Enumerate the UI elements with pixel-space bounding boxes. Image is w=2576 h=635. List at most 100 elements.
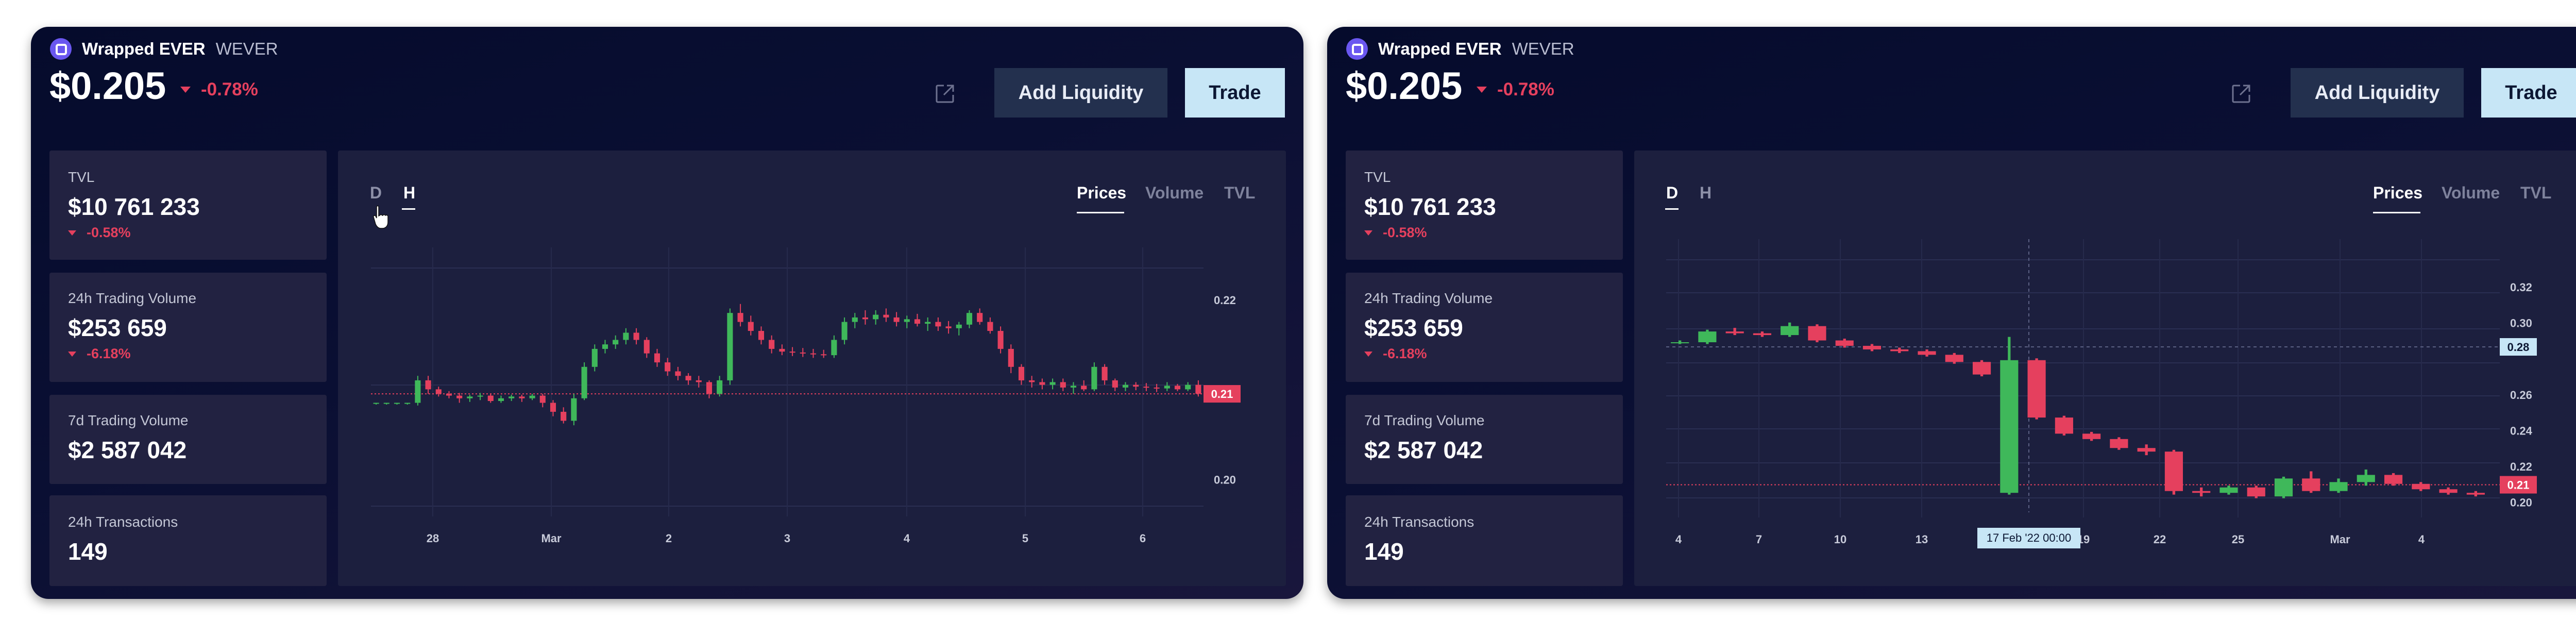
- current-price-tag: [2500, 476, 2537, 494]
- x-tick-label: 2: [666, 532, 672, 545]
- token-logo-icon: [1346, 38, 1368, 60]
- candle-body: [1671, 342, 1689, 343]
- tab-volume[interactable]: Volume: [1145, 183, 1204, 202]
- candle-body: [945, 326, 952, 328]
- candle-body: [425, 380, 431, 390]
- tab-prices[interactable]: Prices: [2373, 183, 2423, 202]
- candle-body: [966, 313, 973, 325]
- x-tick-label: 13: [1916, 533, 1928, 546]
- stat-label: TVL: [68, 169, 95, 185]
- tab-tvl[interactable]: TVL: [2520, 183, 2552, 202]
- trade-button[interactable]: Trade: [1185, 68, 1285, 118]
- candle-body: [539, 395, 546, 403]
- y-tick-label: 0.32: [2510, 281, 2532, 294]
- trade-button[interactable]: Trade: [2481, 68, 2576, 118]
- down-triangle-icon: [68, 230, 76, 236]
- candle-body: [821, 354, 827, 356]
- tab-volume[interactable]: Volume: [2442, 183, 2500, 202]
- candle-body: [852, 317, 858, 322]
- candle-body: [2466, 493, 2485, 495]
- candle-body: [810, 353, 817, 355]
- candle-body: [602, 344, 608, 349]
- crosshair-time-tag: [1977, 528, 2080, 548]
- tab-tvl[interactable]: TVL: [1224, 183, 1256, 202]
- candle-body: [446, 394, 452, 396]
- current-price-tag: [1204, 385, 1241, 403]
- timeframe-d[interactable]: D: [370, 183, 382, 202]
- candle-body: [1185, 385, 1191, 390]
- crosshair-price-label: 0.28: [2507, 341, 2530, 354]
- candle-body: [665, 362, 671, 372]
- candle-body: [1070, 386, 1077, 388]
- candle-body: [2110, 439, 2128, 448]
- candle-body: [1890, 349, 1909, 352]
- candle-body: [831, 340, 837, 356]
- candle-body: [487, 395, 494, 402]
- timeframe-h[interactable]: H: [403, 183, 416, 202]
- price-chart-panel: D H Prices Volume TVL 0.20 0.21 0.22 28 Mar 2…: [338, 151, 1286, 586]
- candle-body: [373, 403, 379, 404]
- external-link-icon[interactable]: [934, 82, 956, 105]
- y-tick-label: 0.24: [2510, 424, 2533, 437]
- candle-body: [1154, 387, 1160, 389]
- y-tick-label: 0.22: [2510, 460, 2532, 473]
- stat-label: 7d Trading Volume: [1364, 412, 1485, 428]
- token-header: Wrapped EVER WEVER: [1346, 36, 1574, 62]
- candle-body: [2247, 487, 2265, 497]
- candle-body: [591, 348, 598, 367]
- stat-label: 24h Trading Volume: [68, 290, 197, 306]
- timeframe-d[interactable]: D: [1666, 183, 1679, 202]
- candle-body: [862, 317, 869, 320]
- external-link-icon[interactable]: [2230, 82, 2252, 105]
- candlestick-chart[interactable]: 0.200.220.240.260.300.324 7 10 13 19 22 25 Mar 4…: [1634, 151, 2576, 586]
- candle-body: [2027, 360, 2046, 418]
- candle-body: [550, 403, 556, 412]
- token-symbol: WEVER: [1512, 39, 1574, 58]
- price-change: -0.78%: [1477, 79, 1554, 100]
- add-liquidity-button[interactable]: Add Liquidity: [994, 68, 1167, 118]
- candle-body: [1112, 380, 1118, 388]
- tab-prices[interactable]: Prices: [1077, 183, 1127, 202]
- candle-body: [571, 398, 577, 421]
- stat-value: $2 587 042: [1364, 437, 1483, 463]
- tab-underline: [1077, 212, 1124, 213]
- candle-body: [2384, 475, 2403, 484]
- candle-body: [748, 322, 754, 331]
- stat-card-7d-volume: 7d Trading Volume $2 587 042: [1346, 395, 1623, 484]
- stat-change-value: -0.58%: [1383, 225, 1427, 240]
- add-liquidity-button[interactable]: Add Liquidity: [2291, 68, 2464, 118]
- candle-body: [1122, 385, 1129, 388]
- candle-body: [1972, 362, 1991, 375]
- down-triangle-icon: [68, 351, 76, 357]
- candle-body: [456, 395, 463, 398]
- timeframe-h[interactable]: H: [1700, 183, 1712, 202]
- x-tick-label: 6: [1140, 532, 1146, 545]
- candle-body: [925, 322, 931, 324]
- candle-body: [1862, 345, 1882, 349]
- token-header: Wrapped EVER WEVER: [50, 36, 278, 62]
- candle-body: [696, 380, 702, 382]
- stat-label: 24h Transactions: [1364, 514, 1475, 530]
- candle-body: [956, 324, 962, 328]
- candle-body: [1008, 348, 1014, 367]
- candle-body: [1835, 340, 1854, 346]
- stat-card-tvl: TVL $10 761 233 -0.58%: [1346, 151, 1623, 260]
- candle-body: [1039, 382, 1045, 385]
- timeframe-underline: [402, 208, 415, 210]
- x-tick-label: 22: [2154, 533, 2166, 546]
- candle-body: [769, 340, 775, 349]
- candle-body: [1918, 351, 1936, 355]
- stat-change: -6.18%: [68, 346, 131, 362]
- stat-value: $10 761 233: [1364, 193, 1496, 220]
- stat-value: $2 587 042: [68, 437, 187, 463]
- current-price-tag-label: 0.21: [1211, 388, 1233, 400]
- candle-body: [643, 340, 650, 354]
- y-tick-label: 0.20: [1214, 474, 1236, 487]
- stat-value: $253 659: [68, 314, 167, 341]
- candle-body: [758, 331, 765, 340]
- candle-body: [2329, 482, 2348, 491]
- candle-body: [529, 395, 535, 398]
- x-tick-label: 4: [904, 532, 910, 545]
- crosshair-price-tag: [2500, 338, 2537, 356]
